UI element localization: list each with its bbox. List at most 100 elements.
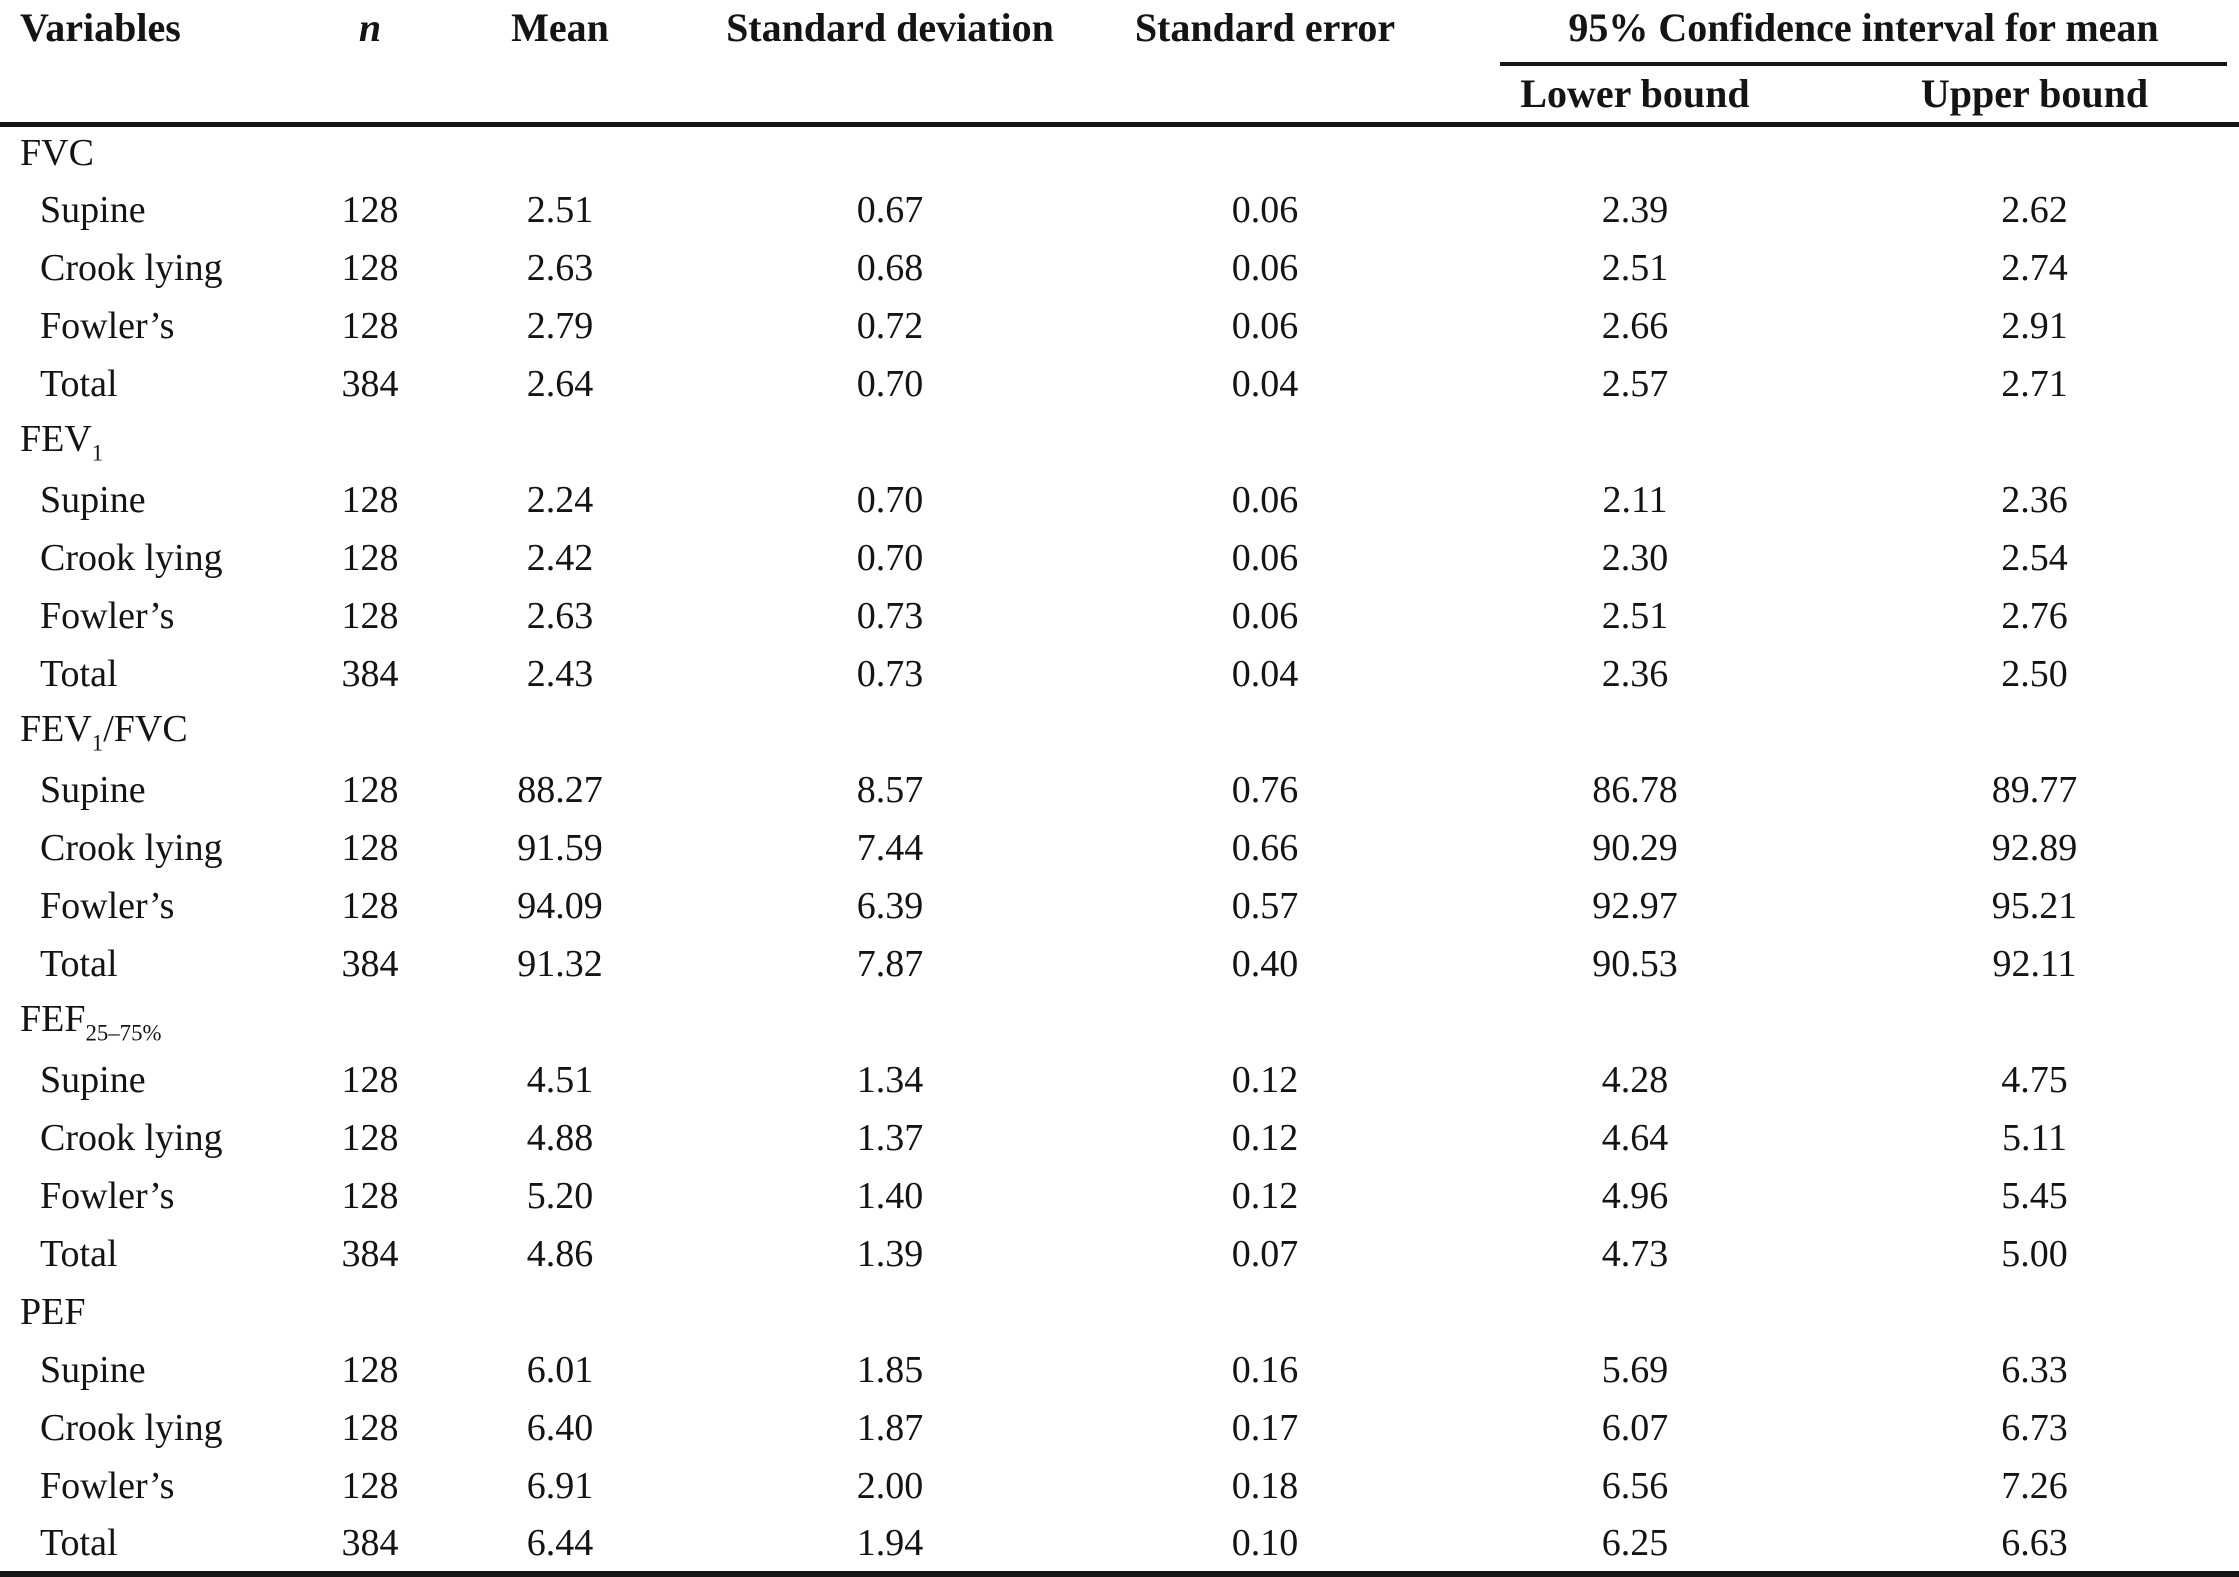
n-cell: 128	[341, 769, 399, 812]
lower-bound-cell: 4.73	[1601, 1233, 1669, 1276]
section-label-text: /FVC	[103, 708, 188, 751]
table-row: Fowler’s 128 2.63 0.73 0.06 2.51 2.76	[0, 588, 2239, 646]
upper-bound-cell: 2.36	[2001, 479, 2068, 522]
lower-bound-cell: 2.39	[1601, 189, 1669, 232]
upper-bound-cell: 92.11	[1992, 943, 2077, 986]
standard-deviation-cell: 0.70	[856, 363, 924, 406]
lower-bound-cell: 2.51	[1601, 247, 1669, 290]
n-cell: 384	[310, 1516, 430, 1577]
n-cell: 128	[341, 1465, 399, 1508]
mean-cell: 6.44	[430, 1516, 690, 1577]
standard-deviation-cell: 8.57	[856, 769, 924, 812]
variable-cell: Supine	[40, 189, 146, 232]
table-row: Crook lying 128 6.40 1.87 0.17 6.07 6.73	[0, 1400, 2239, 1458]
upper-bound-cell: 2.71	[2001, 363, 2068, 406]
section-label: FEV1	[0, 414, 2239, 472]
table-row: Total 384 4.86 1.39 0.07 4.73 5.00	[0, 1226, 2239, 1284]
variable-cell: Fowler’s	[40, 885, 175, 928]
section-header-row: FEV1/FVC	[0, 704, 2239, 762]
standard-deviation-cell: 1.40	[856, 1175, 924, 1218]
table-body: FVC Supine 128 2.51 0.67 0.06 2.39 2.62 Crook ly…	[0, 124, 2239, 1577]
variable-cell: Supine	[40, 1349, 146, 1392]
upper-bound-cell: 6.63	[1830, 1516, 2239, 1577]
n-cell: 128	[341, 189, 399, 232]
upper-bound-cell: 6.33	[2001, 1349, 2068, 1392]
n-cell: 128	[341, 595, 399, 638]
table-row: Total 384 6.44 1.94 0.10 6.25 6.63	[0, 1516, 2239, 1577]
standard-error-cell: 0.06	[1231, 595, 1299, 638]
variable-cell: Total	[40, 653, 118, 696]
lower-bound-cell: 2.36	[1601, 653, 1669, 696]
upper-bound-cell: 2.76	[2001, 595, 2068, 638]
standard-deviation-cell: 1.87	[856, 1407, 924, 1450]
table-row: Fowler’s 128 94.09 6.39 0.57 92.97 95.21	[0, 878, 2239, 936]
upper-bound-cell: 2.74	[2001, 247, 2068, 290]
standard-deviation-cell: 1.85	[856, 1349, 924, 1392]
mean-cell: 91.32	[517, 943, 603, 986]
col-header-mean: Mean	[430, 0, 690, 127]
n-cell: 128	[341, 247, 399, 290]
table-row: Crook lying 128 2.63 0.68 0.06 2.51 2.74	[0, 240, 2239, 298]
lower-bound-cell: 90.29	[1592, 827, 1678, 870]
table-row: Total 384 91.32 7.87 0.40 90.53 92.11	[0, 936, 2239, 994]
n-cell: 128	[341, 885, 399, 928]
standard-error-cell: 0.04	[1231, 363, 1299, 406]
standard-deviation-cell: 0.67	[856, 189, 924, 232]
mean-cell: 4.88	[526, 1117, 594, 1160]
n-cell: 128	[341, 1117, 399, 1160]
upper-bound-cell: 4.75	[2001, 1059, 2068, 1102]
section-label-subscript: 1	[91, 440, 104, 466]
variable-cell: Crook lying	[40, 247, 223, 290]
standard-error-cell: 0.12	[1231, 1117, 1299, 1160]
lower-bound-cell: 2.11	[1602, 479, 1668, 522]
section-label-text: FEV	[20, 418, 92, 461]
col-header-lower-bound: Lower bound	[1440, 66, 1830, 127]
n-cell: 128	[341, 1175, 399, 1218]
upper-bound-cell: 2.54	[2001, 537, 2068, 580]
variable-cell: Crook lying	[40, 1117, 223, 1160]
standard-error-cell: 0.07	[1231, 1233, 1299, 1276]
variable-cell: Fowler’s	[40, 1465, 175, 1508]
standard-error-cell: 0.06	[1231, 247, 1299, 290]
standard-error-cell: 0.12	[1231, 1059, 1299, 1102]
standard-error-cell: 0.06	[1231, 305, 1299, 348]
lower-bound-cell: 5.69	[1601, 1349, 1669, 1392]
table-row: Crook lying 128 4.88 1.37 0.12 4.64 5.11	[0, 1110, 2239, 1168]
standard-deviation-cell: 0.73	[856, 595, 924, 638]
n-cell: 384	[341, 653, 399, 696]
table-row: Supine 128 88.27 8.57 0.76 86.78 89.77	[0, 762, 2239, 820]
section-label-text: FEF	[20, 998, 86, 1041]
section-label: FVC	[0, 124, 2239, 182]
mean-cell: 4.86	[526, 1233, 594, 1276]
upper-bound-cell: 89.77	[1991, 769, 2078, 812]
upper-bound-cell: 95.21	[1991, 885, 2078, 928]
table-row: Total 384 2.43 0.73 0.04 2.36 2.50	[0, 646, 2239, 704]
standard-error-cell: 0.76	[1231, 769, 1299, 812]
section-header-row: PEF	[0, 1284, 2239, 1342]
section-label: PEF	[0, 1284, 2239, 1342]
confidence-interval-label: 95% Confidence interval for mean	[1500, 6, 2228, 66]
n-cell: 128	[341, 537, 399, 580]
mean-cell: 91.59	[517, 827, 603, 870]
n-cell: 128	[341, 305, 399, 348]
standard-deviation-cell: 0.68	[856, 247, 924, 290]
lower-bound-cell: 6.07	[1601, 1407, 1669, 1450]
n-cell: 128	[341, 1059, 399, 1102]
lower-bound-cell: 2.30	[1601, 537, 1669, 580]
n-cell: 384	[341, 363, 399, 406]
standard-error-cell: 0.18	[1231, 1465, 1299, 1508]
mean-cell: 2.43	[526, 653, 594, 696]
standard-error-cell: 0.06	[1231, 479, 1299, 522]
standard-deviation-cell: 1.37	[856, 1117, 924, 1160]
standard-error-cell: 0.40	[1231, 943, 1299, 986]
n-cell: 384	[341, 1233, 399, 1276]
upper-bound-cell: 2.91	[2001, 305, 2068, 348]
col-header-standard-error: Standard error	[1090, 0, 1440, 127]
variable-cell: Total	[40, 1233, 118, 1276]
section-label-subscript: 1	[91, 730, 104, 756]
lower-bound-cell: 2.51	[1601, 595, 1669, 638]
variable-cell: Total	[0, 1516, 310, 1577]
upper-bound-cell: 2.50	[2001, 653, 2068, 696]
standard-deviation-cell: 2.00	[856, 1465, 924, 1508]
